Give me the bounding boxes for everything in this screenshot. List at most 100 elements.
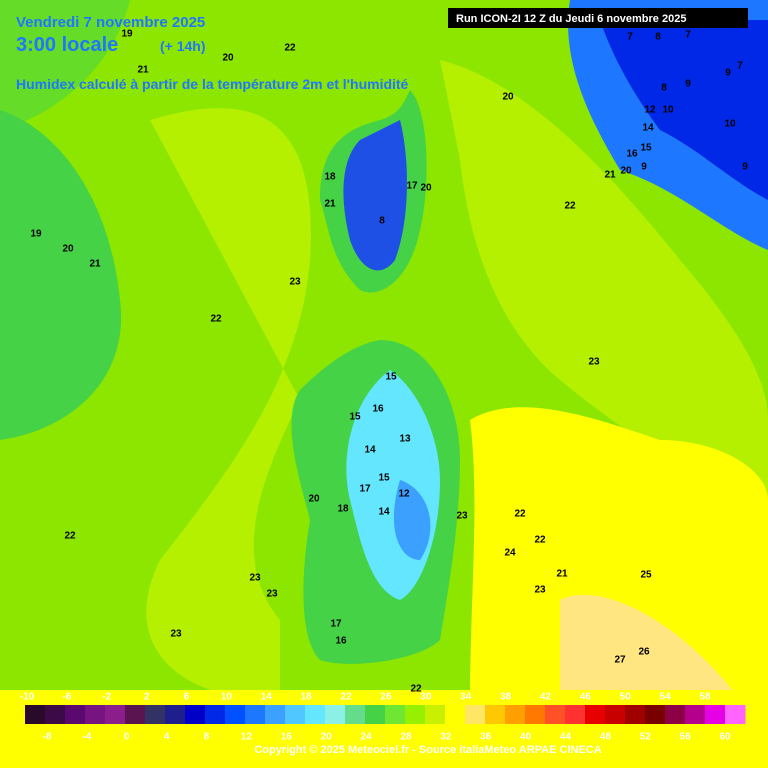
color-swatch xyxy=(465,705,486,724)
colorbar-label: 10 xyxy=(221,692,233,703)
color-swatch xyxy=(265,705,286,724)
contour-label: 9 xyxy=(742,162,748,173)
colorbar-label: 28 xyxy=(400,732,412,743)
contour-label: 20 xyxy=(62,244,74,255)
color-swatch xyxy=(185,705,206,724)
color-swatch xyxy=(545,705,566,724)
colorbar-label: -10 xyxy=(20,692,35,703)
color-swatch xyxy=(425,705,446,724)
contour-label: 23 xyxy=(289,277,301,288)
contour-label: 17 xyxy=(406,181,418,192)
color-swatch xyxy=(145,705,166,724)
contour-label: 8 xyxy=(661,83,667,94)
colorbar-label: 22 xyxy=(341,692,353,703)
contour-label: 20 xyxy=(420,183,432,194)
colorbar-label: 40 xyxy=(520,732,532,743)
lead-time: (+ 14h) xyxy=(160,38,206,54)
island xyxy=(343,120,407,271)
contour-label: 25 xyxy=(640,570,652,581)
run-box xyxy=(448,8,748,28)
color-swatch xyxy=(685,705,706,724)
colorbar-label: 34 xyxy=(460,692,472,703)
color-swatch xyxy=(205,705,226,724)
contour-label: 23 xyxy=(588,357,600,368)
color-swatch xyxy=(305,705,326,724)
contour-label: 19 xyxy=(30,229,42,240)
contour-label: 18 xyxy=(337,504,349,515)
contour-label: 21 xyxy=(89,259,101,270)
color-swatch xyxy=(605,705,626,724)
contour-label: 21 xyxy=(604,170,616,181)
colorbar-label: -6 xyxy=(62,692,71,703)
contour-label: 26 xyxy=(638,647,650,658)
contour-label: 22 xyxy=(410,684,422,695)
zone xyxy=(146,108,311,700)
contour-label: 21 xyxy=(137,65,149,76)
contour-label: 22 xyxy=(284,43,296,54)
contour-label: 20 xyxy=(620,166,632,177)
colorbar-label: 24 xyxy=(360,732,372,743)
contour-label: 13 xyxy=(399,434,411,445)
colorbar-label: 30 xyxy=(420,692,432,703)
contour-label: 8 xyxy=(379,216,385,227)
color-swatch xyxy=(485,705,506,724)
color-swatch xyxy=(245,705,266,724)
color-swatch xyxy=(65,705,86,724)
contour-label: 14 xyxy=(364,445,376,456)
colorbar-label: 2 xyxy=(144,692,150,703)
color-swatch xyxy=(165,705,186,724)
color-swatch xyxy=(525,705,546,724)
contour-label: 22 xyxy=(514,509,526,520)
colorbar-label: 36 xyxy=(480,732,492,743)
zone xyxy=(0,0,130,130)
contour-label: 16 xyxy=(372,404,384,415)
colorbar-bg xyxy=(0,690,768,768)
contour-label: 27 xyxy=(614,655,626,666)
color-swatch xyxy=(225,705,246,724)
color-swatch xyxy=(385,705,406,724)
colorbar-label: 26 xyxy=(380,692,392,703)
contour-label: 23 xyxy=(534,585,546,596)
contour-label: 7 xyxy=(685,30,691,41)
colorbar-label: -4 xyxy=(82,732,91,743)
contour-label: 15 xyxy=(385,372,397,383)
contour-label: 14 xyxy=(378,507,390,518)
contour-label: 10 xyxy=(724,119,736,130)
contour-label: 22 xyxy=(210,314,222,325)
contour-label: 23 xyxy=(249,573,261,584)
island xyxy=(393,480,431,560)
contour-label: 22 xyxy=(534,535,546,546)
color-swatch xyxy=(345,705,366,724)
colorbar-label: 58 xyxy=(699,692,711,703)
colorbar-label: 0 xyxy=(124,732,130,743)
contour-label: 18 xyxy=(324,172,336,183)
color-swatch xyxy=(125,705,146,724)
colorbar-label: 8 xyxy=(204,732,210,743)
color-swatch xyxy=(405,705,426,724)
contour-label: 8 xyxy=(655,32,661,43)
contour-label: 17 xyxy=(359,484,371,495)
colorbar-label: -2 xyxy=(102,692,111,703)
color-swatch xyxy=(365,705,386,724)
colorbar-label: 32 xyxy=(440,732,452,743)
contour-label: 23 xyxy=(266,589,278,600)
colorbar-label: 44 xyxy=(560,732,572,743)
colorbar-label: 54 xyxy=(660,692,672,703)
color-swatch xyxy=(285,705,306,724)
zone xyxy=(440,60,768,520)
contour-label: 15 xyxy=(349,412,361,423)
colorbar: -10 -6 -2 2 6 10 14 18 22 26 30 34 38 42 46 50 54 58-8 -4 0… xyxy=(20,692,746,743)
contour-label: 12 xyxy=(398,489,410,500)
contour-label: 20 xyxy=(502,92,514,103)
colorbar-label: 46 xyxy=(580,692,592,703)
zone xyxy=(470,407,768,700)
colorbar-label: 14 xyxy=(261,692,273,703)
contour-label: 15 xyxy=(640,143,652,154)
contour-label: 9 xyxy=(685,79,691,90)
contour-label: 16 xyxy=(335,636,347,647)
colorbar-label: 18 xyxy=(301,692,313,703)
colorbar-label: -8 xyxy=(42,732,51,743)
color-swatch xyxy=(445,705,466,724)
